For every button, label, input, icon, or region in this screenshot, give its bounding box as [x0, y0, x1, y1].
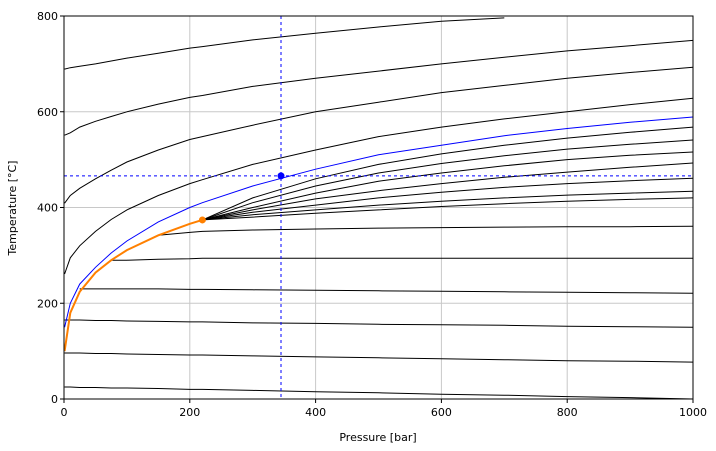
curve — [202, 151, 694, 221]
y-axis-label: Temperature [°C] — [6, 161, 19, 257]
curve — [202, 162, 694, 221]
curve — [64, 17, 505, 70]
y-tick-label: 800 — [37, 10, 58, 23]
x-tick-label: 400 — [305, 406, 326, 419]
curve — [63, 218, 203, 352]
curve — [111, 257, 693, 261]
curve — [202, 197, 694, 221]
marker — [277, 172, 285, 180]
y-tick-label: 0 — [51, 393, 58, 406]
curve — [202, 139, 694, 221]
curve — [202, 177, 694, 221]
curve — [64, 319, 694, 328]
y-tick-label: 200 — [37, 297, 58, 310]
curve — [158, 225, 694, 236]
marker — [198, 216, 206, 224]
x-tick-label: 1000 — [679, 406, 707, 419]
plot-frame — [63, 15, 694, 400]
x-tick-label: 200 — [179, 406, 200, 419]
x-tick-label: 800 — [557, 406, 578, 419]
curve — [64, 97, 694, 275]
curve — [64, 39, 694, 136]
x-tick-label: 600 — [431, 406, 452, 419]
curve — [64, 386, 694, 400]
curve — [202, 190, 694, 221]
curve — [79, 288, 694, 294]
curve — [64, 116, 694, 328]
y-tick-label: 400 — [37, 202, 58, 215]
y-tick-label: 600 — [37, 106, 58, 119]
curve — [64, 352, 694, 363]
curve — [64, 66, 694, 204]
curve — [202, 126, 694, 221]
x-axis-label: Pressure [bar] — [339, 431, 416, 444]
x-tick-label: 0 — [61, 406, 68, 419]
